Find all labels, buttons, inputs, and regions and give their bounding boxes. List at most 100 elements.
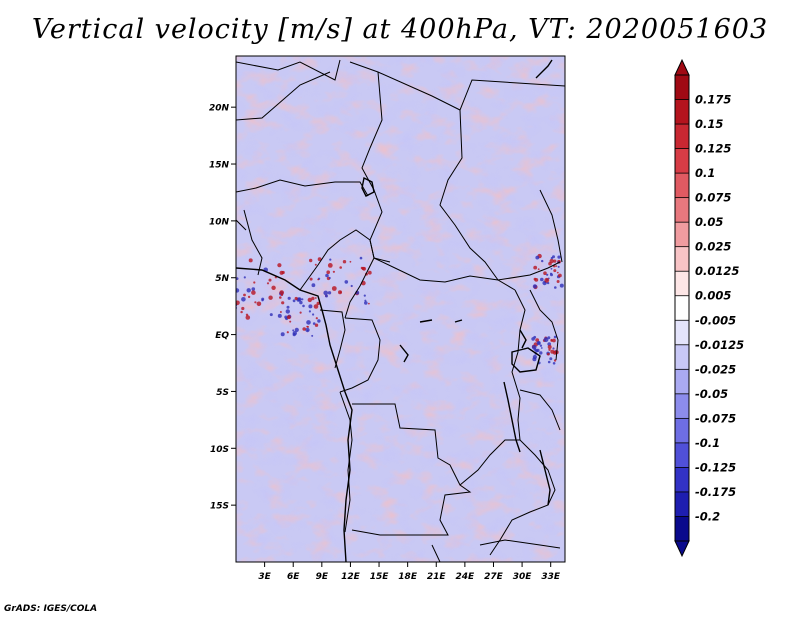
lat-tick-label: 5N xyxy=(215,274,229,284)
convection-cell xyxy=(314,297,317,299)
colorbar-label: -0.2 xyxy=(695,509,720,523)
convection-cell xyxy=(261,297,265,301)
convection-cell xyxy=(540,347,543,349)
convection-cell xyxy=(540,277,544,282)
border-nigeria xyxy=(236,179,369,197)
lake-chad xyxy=(361,176,375,197)
convection-cell xyxy=(339,266,343,269)
lat-tick-label: 10S xyxy=(210,445,229,455)
colorbar-segment xyxy=(675,148,689,174)
convection-cell xyxy=(553,335,557,339)
convection-cell xyxy=(309,277,313,281)
convection-cell xyxy=(256,301,262,307)
lon-tick-label: 30E xyxy=(513,572,533,582)
convection-cell xyxy=(287,296,291,300)
colorbar-label: -0.005 xyxy=(695,313,736,327)
convection-cell xyxy=(311,296,315,301)
convection-cell xyxy=(308,304,313,309)
convection-cell xyxy=(230,301,234,305)
convection-cell xyxy=(549,357,553,361)
lat-tick-label: 10N xyxy=(209,217,230,227)
colorbar-label: 0.125 xyxy=(695,142,731,156)
border-north-sahara xyxy=(236,59,565,111)
convection-cell xyxy=(537,341,541,345)
map-panel xyxy=(230,55,566,563)
convection-cell xyxy=(307,297,312,303)
convection-cell xyxy=(314,323,319,327)
convection-cell xyxy=(533,335,537,339)
border-sudan xyxy=(439,109,561,281)
convection-cell xyxy=(531,345,537,350)
colorbar-segment xyxy=(675,369,689,395)
colorbar-segment xyxy=(675,271,689,297)
convection-cell xyxy=(312,313,315,316)
lat-tick-label: EQ xyxy=(215,331,229,341)
coastlines-lakes xyxy=(236,59,553,562)
convection-cell xyxy=(271,285,276,290)
convection-cell xyxy=(541,259,544,263)
convection-cell xyxy=(299,311,302,314)
convection-cell xyxy=(549,258,554,264)
colorbar-label: 0.1 xyxy=(695,166,715,180)
convection-cell xyxy=(268,278,272,282)
convection-cell xyxy=(552,350,558,355)
colorbar-segment xyxy=(675,75,689,100)
colorbar-top-arrow xyxy=(674,58,690,76)
convection-cell xyxy=(532,284,538,289)
convection-cell xyxy=(359,256,363,260)
convection-cell xyxy=(317,257,322,262)
convection-cell xyxy=(241,306,245,311)
convection-cell xyxy=(552,347,555,350)
convection-cell xyxy=(280,332,285,337)
convection-cell xyxy=(557,255,561,259)
convection-cell xyxy=(253,281,256,284)
convection-cell xyxy=(279,296,282,299)
convection-cell xyxy=(537,268,540,271)
colorbar-label: -0.0125 xyxy=(695,338,744,352)
convection-cell xyxy=(245,313,249,316)
convection-cell xyxy=(344,280,349,284)
convection-cell xyxy=(279,311,282,313)
convection-cell xyxy=(547,342,551,346)
colorbar-label: 0.05 xyxy=(695,215,723,229)
convection-cell xyxy=(287,315,291,320)
lake-victoria xyxy=(511,347,541,373)
colorbar-label: 0.075 xyxy=(695,191,731,205)
convection-cell xyxy=(558,273,562,278)
convection-cell xyxy=(317,319,321,323)
convection-cell xyxy=(556,280,560,283)
convection-cell xyxy=(543,337,549,343)
convection-cell xyxy=(547,336,551,340)
convection-cell xyxy=(277,263,282,268)
convection-cell xyxy=(554,286,557,289)
convection-cell xyxy=(236,300,240,306)
convection-cell xyxy=(314,263,317,266)
longitude-axis: 3E 6E 9E 12E 15E 18E 21E 24E 27E 30E 33E xyxy=(258,562,561,582)
lat-tick-label: 15N xyxy=(209,161,230,171)
convection-cell xyxy=(281,270,285,275)
convection-cell xyxy=(302,304,305,308)
colorbar-label: -0.025 xyxy=(695,362,736,376)
convection-cell xyxy=(362,266,366,271)
convection-cell xyxy=(552,338,556,343)
convection-cell xyxy=(254,301,257,304)
border-angola xyxy=(339,391,353,533)
lon-tick-label: 6E xyxy=(287,572,300,582)
country-borders xyxy=(236,59,565,562)
convection-cell xyxy=(248,258,253,263)
lat-tick-label: 15S xyxy=(210,502,229,512)
colorbar-label: 0.025 xyxy=(695,240,731,254)
convection-cell xyxy=(550,267,553,270)
convection-cell xyxy=(281,301,285,305)
colorbar-bottom-arrow xyxy=(674,540,690,558)
convection-cell xyxy=(329,258,332,261)
colorbar-segment xyxy=(675,197,689,223)
convection-cell xyxy=(299,300,303,305)
border-zambia xyxy=(459,439,556,556)
convection-cell xyxy=(363,294,366,297)
latitude-axis: 20N 15N 10N 5N EQ 5S 10S 15S xyxy=(209,104,236,512)
convection-cell xyxy=(532,354,538,360)
convection-cell xyxy=(325,294,328,298)
convection-cell xyxy=(548,348,551,351)
lon-tick-label: 24E xyxy=(456,572,476,582)
